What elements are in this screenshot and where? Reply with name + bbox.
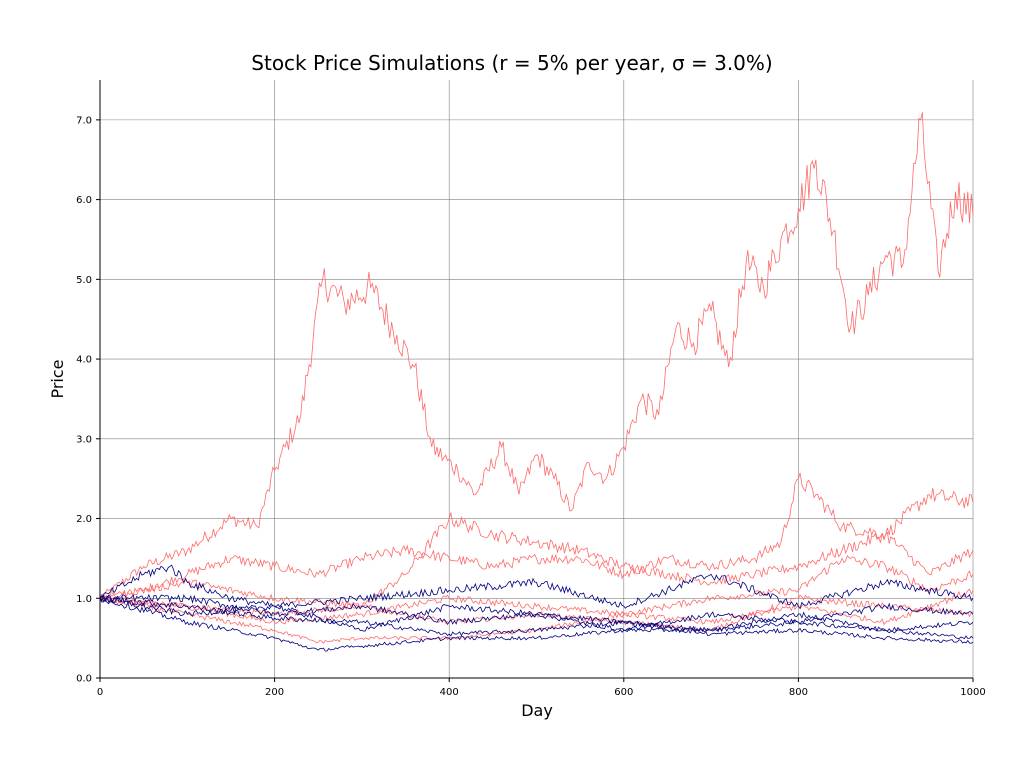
y-tick-label: 6.0 [76,195,92,206]
x-tick-label: 0 [97,687,103,698]
series-line-10 [99,594,974,644]
series-line-3 [99,512,974,617]
y-tick-label: 4.0 [76,355,92,366]
chart-title: Stock Price Simulations (r = 5% per year… [251,51,772,75]
series-line-11 [99,593,974,633]
tick-marks-and-labels: 0 200 400 600 800 1000 0.0 1.0 2.0 3.0 4.0 5.0 6.0 7.… [76,115,986,698]
y-tick-label: 3.0 [76,434,92,445]
y-tick-label: 2.0 [76,514,92,525]
series-line-2 [99,472,974,601]
y-tick-label: 0.0 [76,674,92,685]
x-tick-label: 400 [440,687,459,698]
x-tick-label: 200 [265,687,284,698]
y-axis-label: Price [48,359,67,398]
x-tick-label: 1000 [960,687,985,698]
y-tick-label: 7.0 [76,115,92,126]
x-tick-label: 800 [789,687,808,698]
y-tick-label: 5.0 [76,275,92,286]
series-lines [99,112,974,652]
series-line-1 [99,112,974,599]
y-tick-label: 1.0 [76,594,92,605]
series-line-7 [99,564,974,610]
axes [99,80,973,679]
series-line-4 [99,555,974,625]
x-axis-label: Day [521,701,553,720]
x-tick-label: 600 [614,687,633,698]
series-line-9 [99,598,974,652]
